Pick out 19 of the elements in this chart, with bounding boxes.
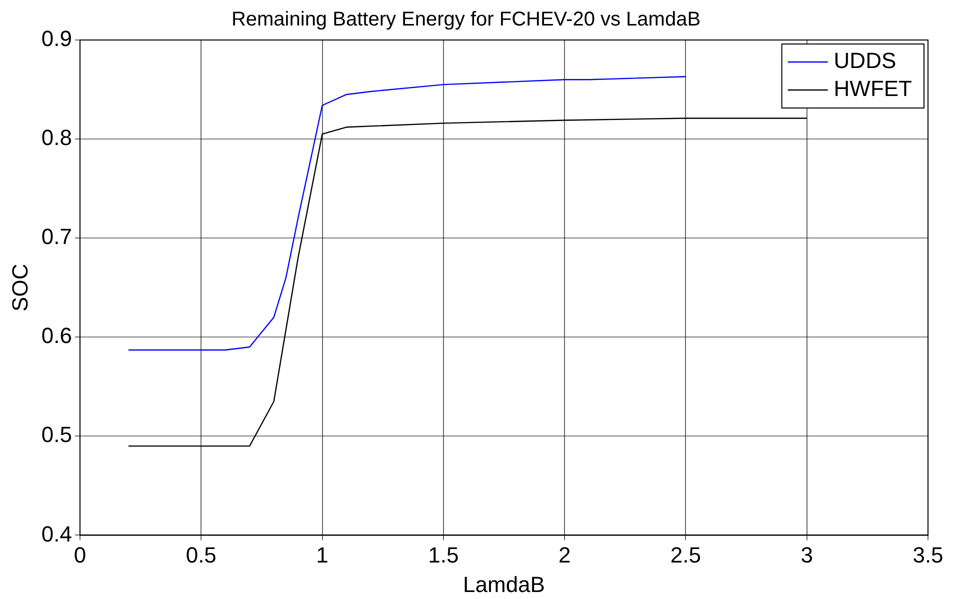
legend-label: HWFET	[834, 76, 912, 102]
y-tick-label: 0.7	[41, 224, 72, 250]
y-tick-label: 0.5	[41, 422, 72, 448]
x-tick-label: 1.5	[428, 542, 459, 568]
x-tick-label: 0.5	[186, 542, 216, 568]
y-tick-label: 0.9	[41, 26, 72, 52]
y-axis-title: SOC	[7, 264, 32, 312]
y-tick-label: 0.4	[41, 521, 72, 546]
x-axis-title: LamdaB	[463, 572, 545, 597]
x-tick-label: 3.5	[912, 542, 944, 568]
x-tick-label: 0	[74, 542, 86, 568]
chart-title: Remaining Battery Energy for FCHEV-20 vs LamdaB	[231, 8, 701, 31]
y-tick-label: 0.8	[41, 125, 72, 150]
y-tick-label: 0.6	[41, 323, 72, 348]
x-tick-label: 1	[316, 542, 328, 568]
x-tick-label: 2.5	[670, 542, 702, 568]
legend-label: UDDS	[834, 48, 896, 74]
x-tick-label: 2	[558, 542, 571, 568]
x-tick-label: 3	[800, 542, 813, 568]
